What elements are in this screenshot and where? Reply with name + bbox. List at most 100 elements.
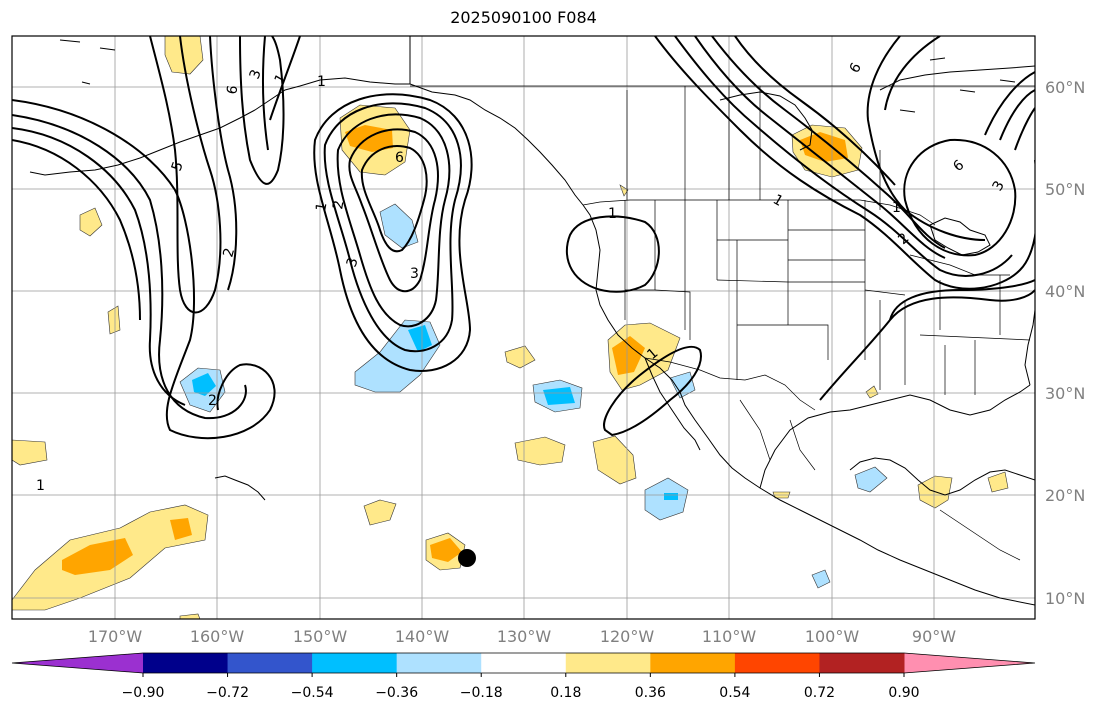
great-lakes <box>929 217 991 256</box>
state-line <box>864 289 906 296</box>
map-title: 2025090100 F084 <box>450 8 597 27</box>
shade-strong-positive <box>612 336 645 375</box>
colorbar-extend-low <box>12 653 143 673</box>
contour-line <box>674 36 1013 277</box>
shade-strong-negative <box>664 493 678 500</box>
longitude-labels: 170°W 160°W 150°W 140°W 130°W 120°W 110°… <box>88 627 956 646</box>
contour-line <box>360 145 428 253</box>
contour-label: 2 <box>220 246 238 259</box>
contour-line <box>903 138 1017 257</box>
lon-label: 160°W <box>190 627 245 646</box>
contour-line <box>209 36 238 291</box>
baja-coast <box>644 357 701 451</box>
shade-positive <box>865 385 879 399</box>
small-islands <box>59 39 1016 113</box>
contour-label: 2 <box>208 393 217 409</box>
position-marker <box>458 549 476 567</box>
contour-line <box>323 102 462 353</box>
lon-label: 140°W <box>395 627 450 646</box>
colorbar-tick-label: −0.36 <box>375 685 418 701</box>
contour-line <box>269 36 301 121</box>
shade-negative <box>379 203 419 249</box>
lon-label: 90°W <box>912 627 956 646</box>
hudson-bay <box>719 91 813 151</box>
mexico-state-line <box>789 419 816 471</box>
contour-line <box>149 36 222 314</box>
state-line <box>919 334 1031 341</box>
shade-strong-negative <box>192 373 216 396</box>
colorbar-tick-label: 0.72 <box>804 685 835 701</box>
west-coast <box>582 204 1035 606</box>
contour-line <box>889 279 1035 321</box>
shade-positive <box>514 436 566 466</box>
mexico-state-line <box>739 399 771 461</box>
canada-north <box>879 65 1035 91</box>
state-line <box>716 279 865 283</box>
contour-label: 1 <box>317 74 326 90</box>
colorbar-segment <box>312 653 398 673</box>
alaska-south-coast <box>299 77 410 87</box>
colorbar-extend-high <box>904 653 1035 673</box>
contour-label: 6 <box>224 84 241 96</box>
shade-positive <box>179 613 201 619</box>
lon-label: 130°W <box>497 627 552 646</box>
colorbar-tick-label: 0.54 <box>719 685 750 701</box>
contour-line <box>654 36 1035 290</box>
shade-negative <box>854 466 888 493</box>
shade-positive <box>987 471 1009 493</box>
contour-label: 1 <box>608 206 617 222</box>
contour-line <box>12 139 141 321</box>
colorbar-tick-label: 0.90 <box>888 685 919 701</box>
shade-positive <box>619 184 629 197</box>
contour-line <box>884 36 941 111</box>
us-mexico-border <box>644 357 816 411</box>
shade-positive <box>592 435 637 485</box>
colorbar-segment <box>396 653 482 673</box>
colorbar-segment <box>565 653 651 673</box>
contour-line <box>1014 107 1035 151</box>
lon-label: 170°W <box>88 627 143 646</box>
coastlines <box>29 36 1035 606</box>
colorbar-segment <box>481 653 567 673</box>
state-line <box>654 289 691 340</box>
colorbar-tick-label: −0.90 <box>122 685 165 701</box>
contour-line <box>866 36 986 241</box>
shade-positive <box>504 345 536 369</box>
contour-label: 6 <box>395 150 404 166</box>
lon-label: 150°W <box>293 627 348 646</box>
colorbar: −0.90 −0.72 −0.54 −0.36 −0.18 0.18 0.36 0.54 0.7… <box>11 652 1036 701</box>
colorbar-tick-label: 0.36 <box>635 685 666 701</box>
shade-strong-positive <box>430 538 462 562</box>
colorbar-segment <box>143 653 229 673</box>
east-coast <box>1024 309 1035 386</box>
contour-line <box>12 127 186 406</box>
contour-line <box>239 36 285 185</box>
contour-line <box>336 113 451 328</box>
state-line <box>737 324 829 360</box>
lat-label: 60°N <box>1045 78 1085 97</box>
lat-label: 40°N <box>1045 282 1085 301</box>
shade-negative <box>811 569 831 589</box>
lon-label: 120°W <box>600 627 655 646</box>
shade-strong-negative <box>543 387 575 405</box>
contour-line <box>819 289 1035 401</box>
central-america-border <box>939 509 1021 561</box>
contour-line <box>348 128 439 293</box>
colorbar-tick-label: −0.72 <box>206 685 249 701</box>
colorbar-tick-label: −0.18 <box>460 685 503 701</box>
state-line <box>909 254 1010 276</box>
lat-label: 20°N <box>1045 486 1085 505</box>
colorbar-tick-label: −0.54 <box>291 685 334 701</box>
shade-positive <box>164 36 204 75</box>
lat-label: 10°N <box>1045 589 1085 608</box>
contour-line <box>313 93 473 372</box>
hawaii <box>214 475 266 501</box>
colorbar-segment <box>734 653 820 673</box>
contour-line <box>12 99 276 440</box>
contour-line <box>694 36 946 259</box>
shaded-anomalies <box>12 36 1009 619</box>
shade-strong-positive <box>170 518 192 540</box>
latitude-labels: 60°N 50°N 40°N 30°N 20°N 10°N <box>1045 78 1085 608</box>
contour-label: 1 <box>313 201 330 213</box>
